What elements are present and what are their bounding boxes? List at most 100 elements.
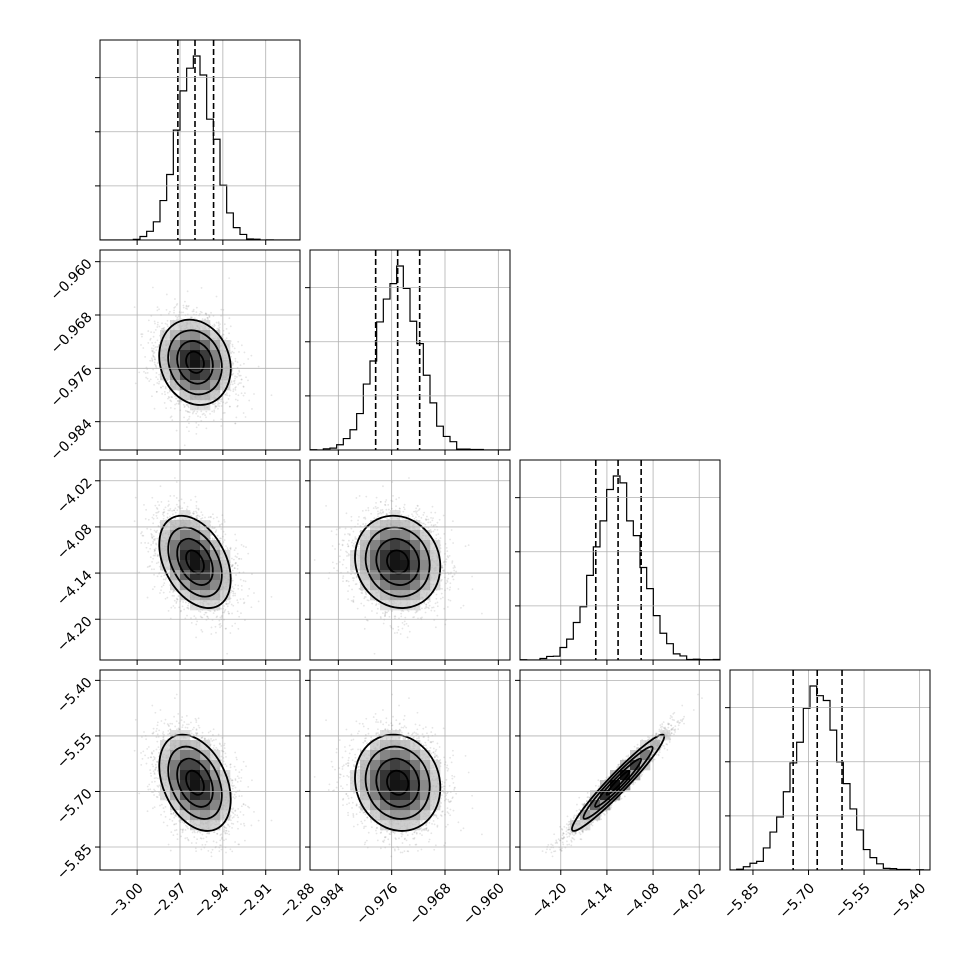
sample-point [153,550,156,553]
sample-point [184,409,187,412]
sample-point [217,520,220,523]
sample-point [162,327,165,330]
sample-point [175,429,178,432]
sample-point [231,383,234,386]
sample-point [154,530,157,533]
sample-point [194,495,197,498]
sample-point [185,403,188,406]
sample-point [168,509,171,512]
sample-point [219,616,222,619]
sample-point [200,419,203,422]
density-cell [220,350,231,361]
sample-point [242,386,245,388]
sample-point [205,427,208,430]
density-cell [160,350,171,361]
density-cell [190,380,201,391]
sample-point [152,554,155,557]
sample-point [187,405,189,407]
sample-point [214,402,217,405]
sample-point [166,319,169,322]
sample-point [155,391,158,393]
sample-point [160,327,163,330]
sample-point [155,372,158,374]
sample-point [173,306,176,309]
sample-point [152,335,155,338]
sample-point [220,537,223,540]
sample-point [174,395,177,398]
sample-point [217,328,220,330]
sample-point [171,396,174,399]
sample-point [205,313,208,315]
sample-point [152,355,155,358]
sample-point [147,542,150,545]
sample-point [147,319,150,322]
sample-point [233,347,236,350]
sample-point [215,321,218,324]
sample-point [167,381,170,384]
sample-point [200,511,203,514]
sample-point [223,519,226,521]
sample-point [221,611,224,614]
sample-point [212,314,215,317]
sample-point [222,401,225,404]
sample-point [240,612,242,615]
sample-point [247,358,250,360]
sample-point [152,354,155,357]
sample-point [234,422,237,425]
sample-point [156,345,159,348]
sample-point [150,357,153,360]
sample-point [149,337,152,340]
sample-point [238,374,241,377]
sample-point [160,386,162,389]
sample-point [213,410,216,413]
sample-point [230,380,233,383]
sample-point [234,377,236,380]
sample-point [192,308,195,311]
sample-point [164,386,167,388]
sample-point [229,325,232,328]
sample-point [251,408,253,410]
sample-point [218,405,221,408]
sample-point [172,591,174,593]
sample-point [218,619,221,622]
density-cell [180,380,191,391]
sample-point [155,562,158,565]
sample-point [175,497,178,499]
sample-point [215,295,218,298]
sample-point [247,379,249,382]
sample-point [167,397,169,400]
sample-point [145,376,148,379]
sample-point [199,610,202,613]
sample-point [163,390,166,393]
sample-point [150,331,153,334]
sample-point [173,309,175,312]
density-cell [210,360,221,371]
sample-point [232,592,235,595]
sample-point [201,318,204,320]
sample-point [205,410,208,413]
sample-point [215,405,218,408]
sample-point [157,345,160,347]
sample-point [235,416,238,419]
sample-point [149,378,152,381]
sample-point [195,516,198,519]
sample-point [224,402,227,405]
sample-point [222,329,225,332]
sample-point [201,517,204,520]
sample-point [234,398,237,401]
sample-point [153,407,156,410]
y-tick-label: −0.968 [48,309,96,357]
sample-point [177,402,180,405]
sample-point [170,400,173,403]
contour-line [158,318,232,406]
sample-point [230,565,233,568]
sample-point [154,322,156,325]
sample-point [236,361,239,364]
sample-point [176,400,179,402]
sample-point [197,610,200,612]
sample-point [235,376,238,378]
sample-point [186,606,189,609]
sample-point [155,376,158,379]
sample-point [147,518,150,521]
sample-point [233,382,236,385]
